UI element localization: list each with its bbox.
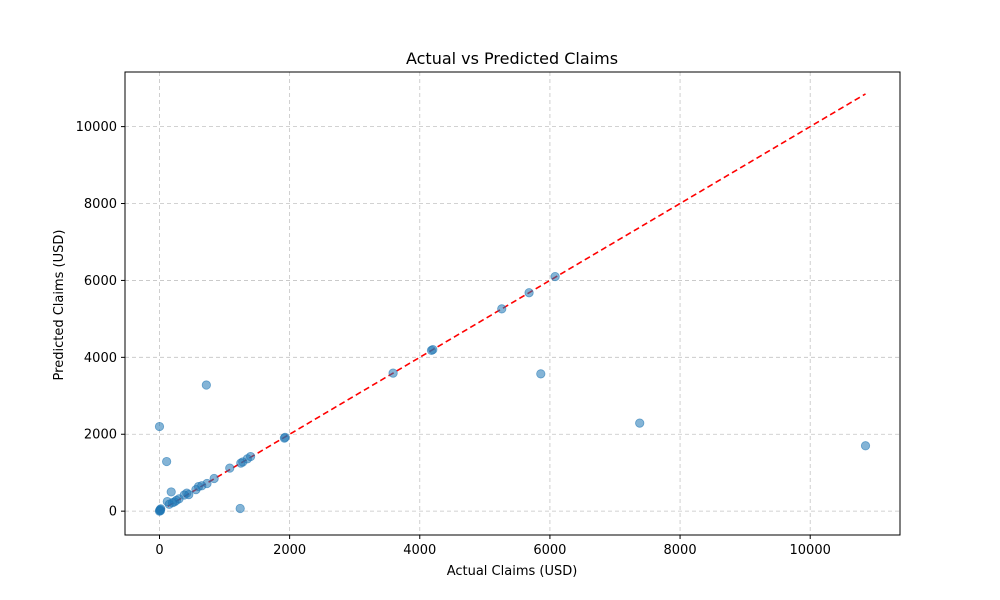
y-tick-label: 10000 (76, 120, 117, 135)
chart-title: Actual vs Predicted Claims (406, 49, 618, 68)
scatter-point (388, 368, 398, 378)
plot-frame (124, 71, 901, 536)
scatter-point (162, 456, 172, 467)
scatter-point (550, 271, 560, 282)
scatter-point (635, 418, 645, 428)
scatter-point (280, 432, 290, 442)
reference-line-layer (159, 93, 866, 512)
x-tick-label: 10000 (790, 543, 831, 558)
scatter-point (156, 504, 166, 514)
scatter-point (860, 441, 871, 451)
scatter-point (202, 478, 212, 489)
y-tick-label: 4000 (84, 351, 117, 366)
x-tick-label: 0 (155, 543, 163, 558)
points-layer (154, 271, 871, 516)
y-tick-label: 0 (109, 505, 117, 520)
scatter-point (225, 463, 235, 473)
grid-layer (125, 72, 900, 535)
scatter-point (184, 490, 194, 500)
reference-line (159, 93, 866, 512)
scatter-point (235, 503, 245, 514)
scatter-point (209, 473, 219, 484)
y-tick-label: 6000 (84, 274, 117, 289)
y-tick-label: 8000 (84, 197, 117, 212)
x-tick-label: 4000 (403, 543, 436, 558)
x-axis-label: Actual Claims (USD) (447, 564, 578, 579)
scatter-point (524, 288, 534, 298)
y-axis-label: Predicted Claims (USD) (52, 230, 67, 381)
x-tick-label: 8000 (664, 543, 697, 558)
y-tick-label: 2000 (84, 428, 117, 443)
scatter-point (245, 451, 256, 462)
scatter-point (166, 487, 176, 497)
scatter-point (201, 380, 211, 390)
ticks-layer: 0 2000 4000 6000 8000 10000 0 2000 4000 6000 8000 1… (76, 120, 831, 558)
x-tick-label: 2000 (273, 543, 306, 558)
x-tick-label: 6000 (533, 543, 566, 558)
scatter-point (428, 345, 438, 355)
scatter-point (536, 369, 546, 379)
scatter-point (154, 421, 165, 432)
scatter-point (497, 304, 507, 314)
